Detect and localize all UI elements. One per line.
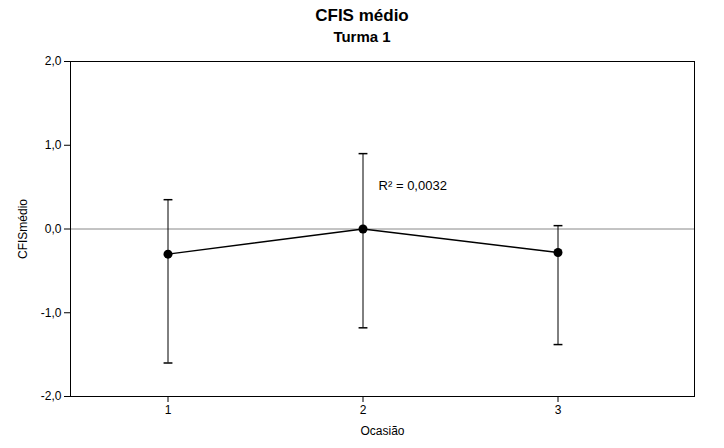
svg-text:1: 1 bbox=[165, 403, 172, 417]
svg-text:CFISmédio: CFISmédio bbox=[16, 199, 30, 259]
html-text:CFIS médio: CFIS médio bbox=[315, 6, 409, 25]
svg-text:2: 2 bbox=[360, 403, 367, 417]
html-text:Turma 1: Turma 1 bbox=[333, 28, 391, 45]
svg-text:R² = 0,0032: R² = 0,0032 bbox=[379, 178, 447, 193]
svg-text:3: 3 bbox=[555, 403, 562, 417]
svg-text:-2,0: -2,0 bbox=[41, 389, 62, 403]
svg-text:1,0: 1,0 bbox=[45, 138, 62, 152]
svg-text:Ocasião: Ocasião bbox=[360, 424, 404, 438]
svg-text:-1,0: -1,0 bbox=[41, 306, 62, 320]
svg-text:2,0: 2,0 bbox=[45, 54, 62, 68]
svg-text:0,0: 0,0 bbox=[45, 222, 62, 236]
